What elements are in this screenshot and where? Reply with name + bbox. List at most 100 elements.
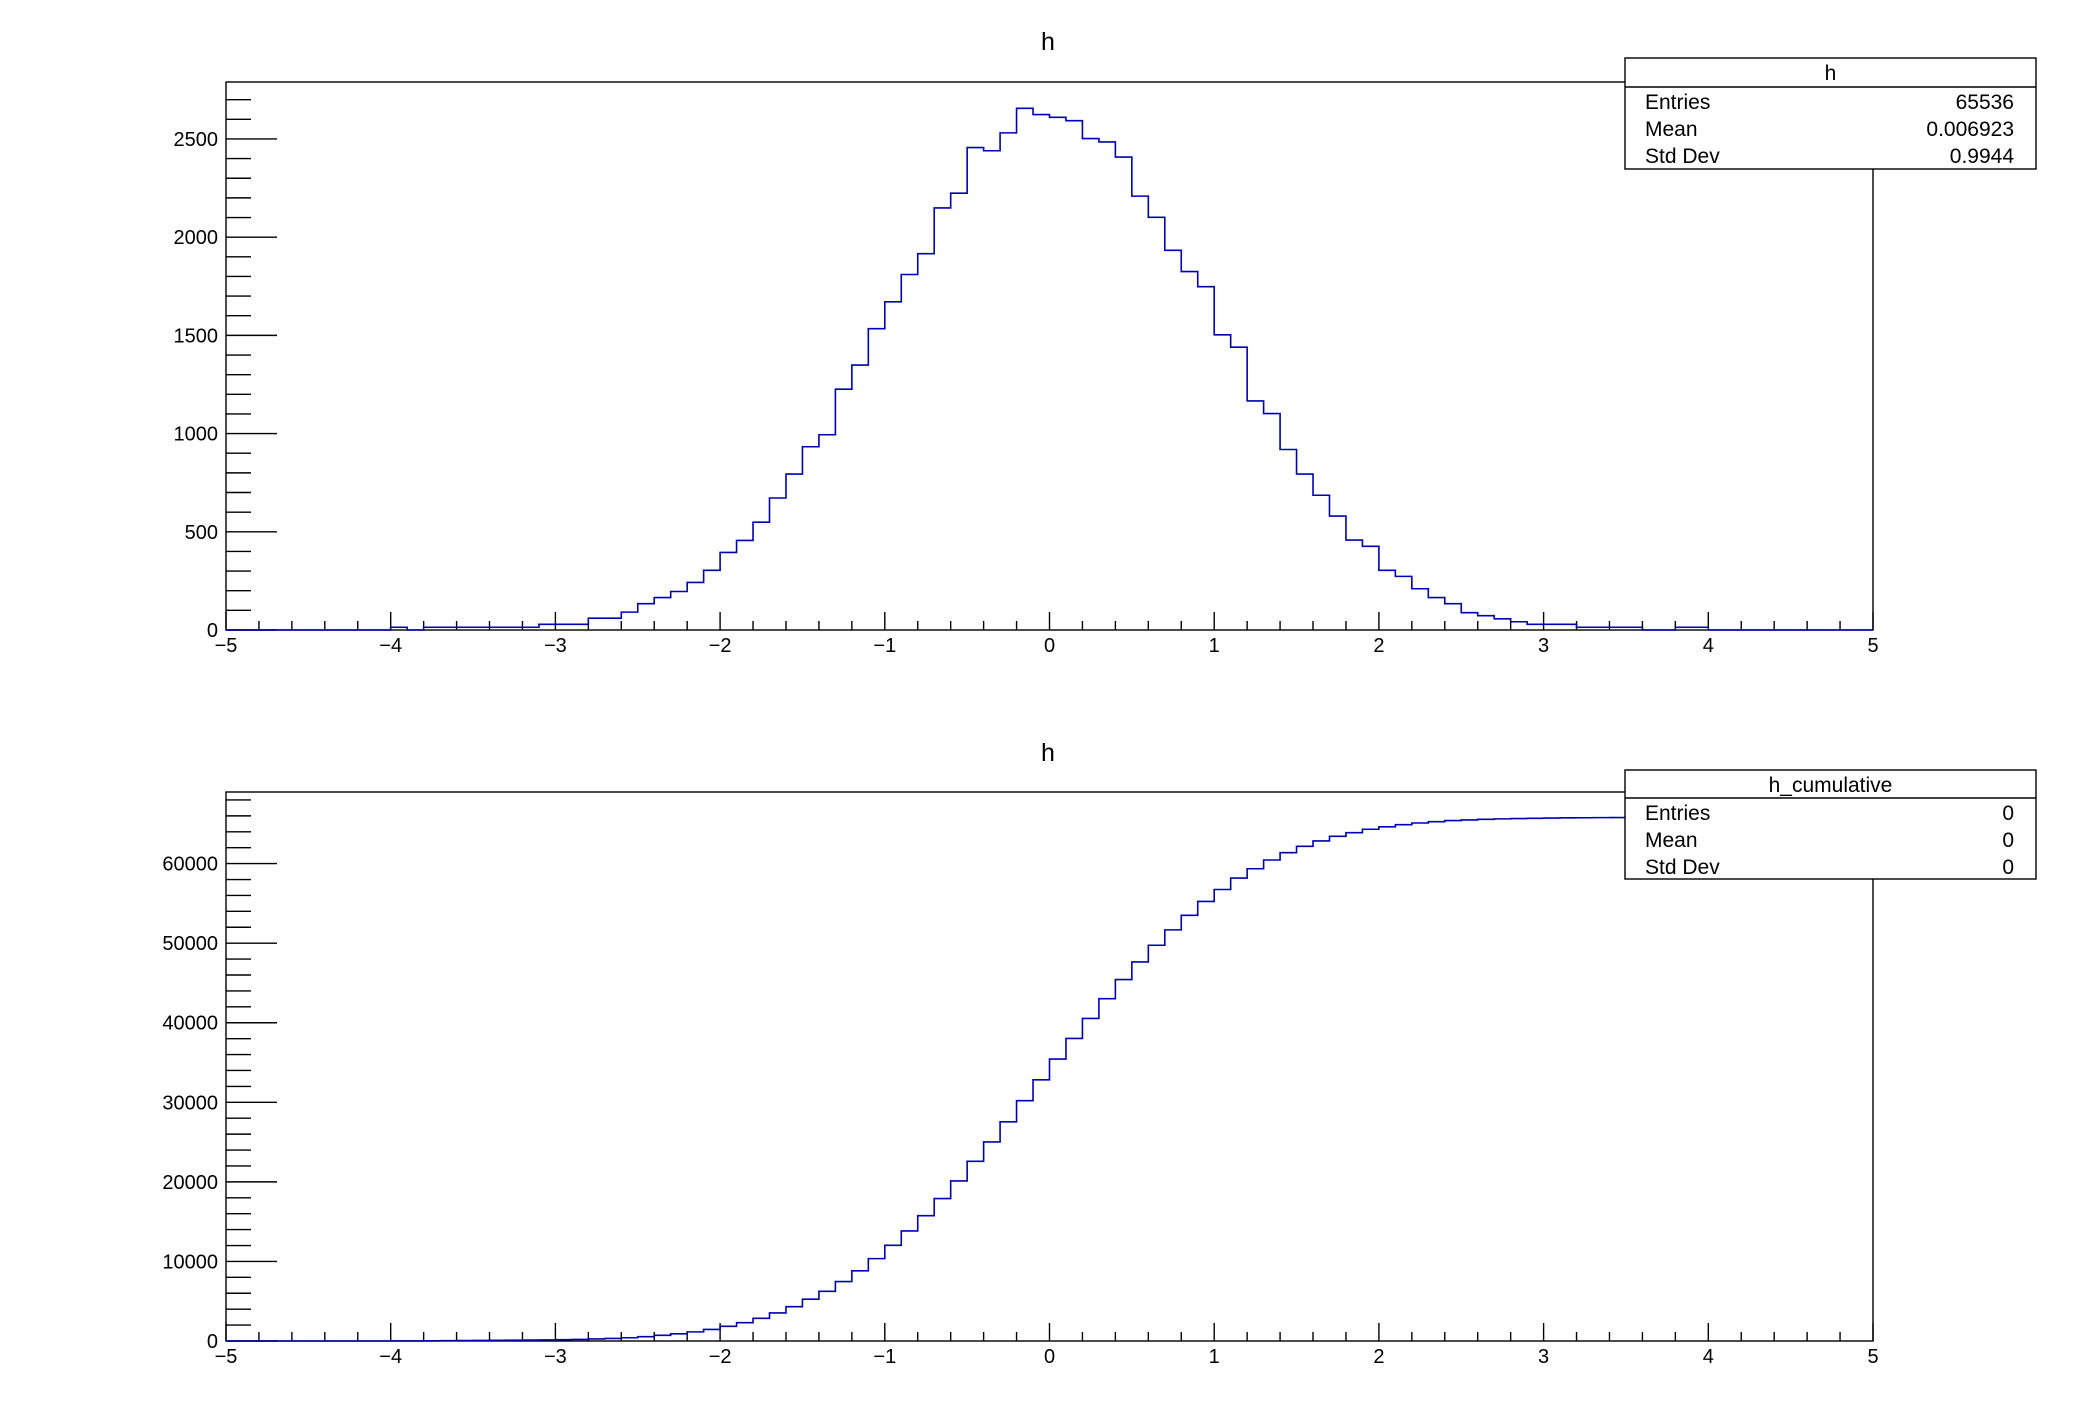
axes: −5 −4 −3 −2 −1 0 1 2 3 4 5 0 500 1000 1500 2000 2500 [174, 81, 1879, 657]
histogram-bins [226, 107, 1873, 631]
histogram-bin [720, 1326, 736, 1341]
histogram-bin [1527, 624, 1543, 630]
y-tick-label: 60000 [162, 854, 218, 876]
histogram-line [226, 107, 1873, 631]
histogram-bin [1395, 825, 1411, 1341]
histogram-bin [588, 618, 604, 630]
axes: −5 −4 −3 −2 −1 0 1 2 3 4 5 0 10000 20000 30000 40000 500… [162, 791, 1879, 1368]
y-tick-label: 20000 [162, 1172, 218, 1194]
x-tick-label: 3 [1538, 1346, 1549, 1368]
histogram-bin [1544, 818, 1560, 1341]
histogram-bin [1692, 817, 1708, 1341]
histogram-bin [1511, 819, 1527, 1341]
histogram-bin [1329, 836, 1345, 1341]
x-tick-label: −3 [544, 635, 567, 657]
stats-box-title: h [1825, 62, 1837, 85]
stats-label: Std Dev [1645, 145, 1720, 168]
histogram-bin [687, 582, 703, 630]
histogram-bin [1445, 604, 1461, 630]
histogram-bin [835, 1282, 851, 1341]
histogram-bin [1642, 817, 1658, 1341]
y-tick-label: 0 [207, 1331, 218, 1353]
histogram-bin [1050, 117, 1066, 630]
y-tick-label: 40000 [162, 1013, 218, 1035]
histogram-bin [737, 540, 753, 630]
histogram-bin [1461, 820, 1477, 1341]
histogram-bin [770, 498, 786, 630]
stats-value: 0 [2002, 802, 2014, 825]
histogram-bin [1165, 250, 1181, 630]
histogram-bin [1412, 823, 1428, 1341]
histogram-bin [737, 1323, 753, 1341]
cumulative-histogram-panel: h −5 −4 −3 −2 −1 0 1 2 3 4 5 0 10000 20000 30000 40000 5… [162, 739, 2037, 1368]
histogram-bin [1560, 624, 1576, 630]
histogram-bin [555, 624, 571, 630]
histogram-bin [1099, 999, 1115, 1341]
histogram-bin [572, 624, 588, 630]
histogram-bin [539, 624, 555, 630]
histogram-bin [687, 1332, 703, 1341]
x-tick-label: 5 [1867, 1346, 1878, 1368]
x-tick-label: 4 [1703, 635, 1714, 657]
y-tick-label: 50000 [162, 933, 218, 955]
x-tick-label: −2 [709, 1346, 732, 1368]
stats-label: Mean [1645, 118, 1698, 141]
histogram-bin [885, 1245, 901, 1341]
histogram-bin [967, 1161, 983, 1341]
histogram-bin [671, 592, 687, 630]
histogram-bin [868, 329, 884, 630]
histogram-bin [819, 1291, 835, 1341]
histogram-bin [852, 1271, 868, 1341]
histogram-bin [1758, 817, 1774, 1341]
x-tick-label: −3 [544, 1346, 567, 1368]
histogram-bin [1857, 817, 1873, 1341]
y-tick-label: 500 [185, 522, 218, 544]
histogram-bin [967, 148, 983, 630]
histogram-bin [1527, 818, 1543, 1341]
y-tick-label: 2500 [174, 129, 219, 151]
histogram-bin [1231, 347, 1247, 630]
histogram-bin [1280, 449, 1296, 630]
stats-value: 0.9944 [1950, 145, 2015, 168]
histogram-bin [802, 1299, 818, 1341]
y-tick-label: 2000 [174, 227, 219, 249]
histogram-bin [934, 208, 950, 630]
x-tick-label: 1 [1209, 1346, 1220, 1368]
histogram-bin [1807, 817, 1823, 1341]
histogram-bin [1708, 817, 1724, 1341]
x-tick-label: 3 [1538, 635, 1549, 657]
stats-value: 0.006923 [1926, 118, 2014, 141]
histogram-bin [605, 618, 621, 630]
stats-label: Std Dev [1645, 856, 1720, 879]
histogram-bin [720, 552, 736, 630]
histogram-bin [1297, 846, 1313, 1341]
x-tick-label: −4 [379, 1346, 402, 1368]
histogram-bin [1165, 930, 1181, 1341]
histogram-bin [1560, 818, 1576, 1341]
histogram-bin [852, 365, 868, 630]
histogram-bin [1544, 624, 1560, 630]
histogram-bin [1494, 819, 1510, 1341]
histogram-bin [1148, 217, 1164, 630]
stats-label: Mean [1645, 829, 1698, 852]
histogram-bin [1280, 853, 1296, 1341]
histogram-bin [1626, 817, 1642, 1341]
histogram-bin [654, 598, 670, 630]
histogram-bin [1362, 546, 1378, 630]
histogram-bin [1346, 540, 1362, 630]
histogram-bin [654, 1335, 670, 1341]
histogram-bin [704, 1329, 720, 1341]
histogram-bin [1840, 817, 1856, 1341]
histogram-bin [1379, 570, 1395, 630]
histogram-bin [1346, 833, 1362, 1341]
histogram-bin [1181, 272, 1197, 630]
x-tick-label: 1 [1209, 635, 1220, 657]
histogram-bin [1033, 115, 1049, 630]
histogram-bin [1461, 613, 1477, 630]
histogram-bin [1082, 1018, 1098, 1341]
histogram-bin [934, 1199, 950, 1341]
stats-box-title: h_cumulative [1769, 774, 1893, 797]
histogram-bin [802, 447, 818, 630]
x-tick-label: 5 [1867, 635, 1878, 657]
histogram-bin [1791, 817, 1807, 1341]
